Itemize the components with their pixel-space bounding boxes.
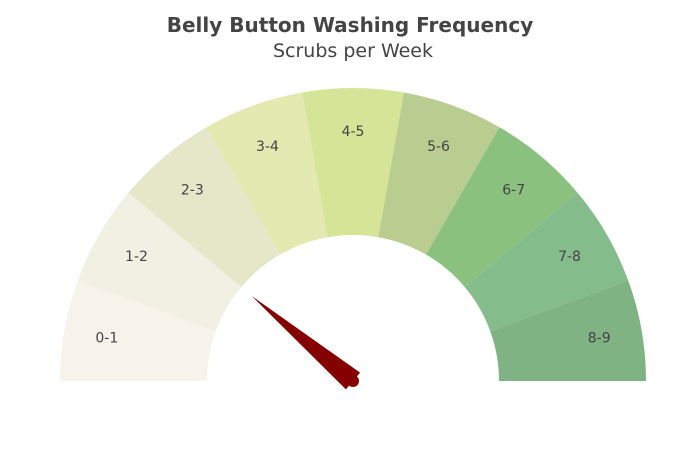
gauge-needle: [251, 296, 361, 390]
gauge-segment-4-5: [302, 87, 404, 238]
gauge-segments: [60, 87, 646, 381]
gauge-segment-3-4: [206, 92, 328, 255]
gauge-segment-label: 0-1: [95, 331, 118, 347]
gauge-segment-8-9: [490, 280, 646, 381]
gauge-segment-label: 4-5: [342, 124, 365, 140]
gauge-segment-0-1: [60, 280, 216, 381]
gauge-segment-label: 2-3: [181, 182, 204, 198]
gauge-segment-labels: 0-1 1-2 2-3 3-4 4-5 5-6 6-7 7-8 8-9: [95, 124, 610, 347]
gauge-needle-group: [251, 296, 361, 390]
gauge-segment-2-3: [128, 127, 280, 288]
gauge-segment-label: 7-8: [558, 249, 581, 265]
gauge-segment-5-6: [378, 92, 500, 255]
gauge-segment-label: 6-7: [502, 182, 525, 198]
gauge-needle-hub: [347, 375, 359, 387]
gauge-segment-label: 5-6: [427, 139, 450, 155]
chart-title: Belly Button Washing Frequency: [167, 13, 533, 37]
gauge-segment-6-7: [426, 127, 578, 288]
gauge-segment-label: 8-9: [588, 331, 611, 347]
gauge-segment-7-8: [464, 192, 629, 332]
chart-subtitle: Scrubs per Week: [273, 40, 433, 62]
gauge-segment-label: 3-4: [256, 139, 279, 155]
gauge-segment-label: 1-2: [125, 249, 148, 265]
gauge-segment-1-2: [77, 192, 242, 332]
